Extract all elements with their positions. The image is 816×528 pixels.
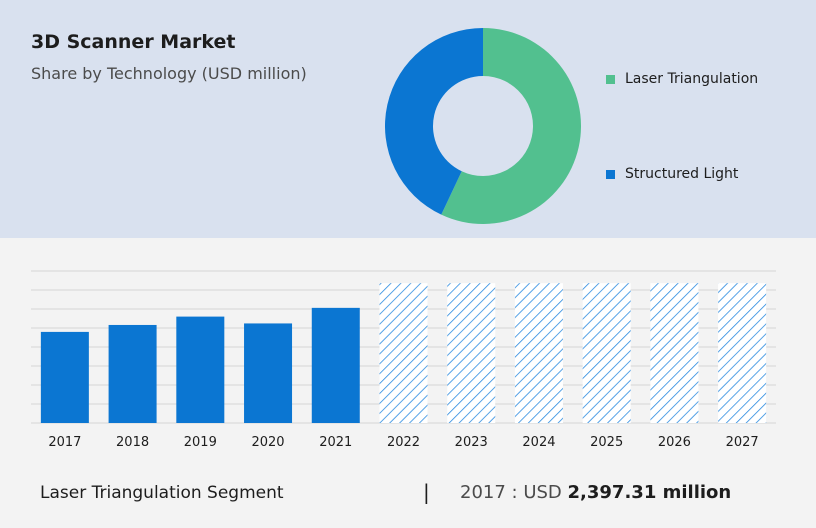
bar-2021 (311, 307, 360, 423)
x-tick-label: 2024 (522, 435, 555, 450)
segment-value: 2017 : USD 2,397.31 million (460, 482, 731, 503)
chart-title: 3D Scanner Market (31, 31, 236, 53)
footer-divider: | (423, 480, 430, 504)
legend-item-laser-triangulation: Laser Triangulation (606, 71, 758, 87)
x-tick-label: 2017 (48, 435, 81, 450)
bar-2018 (108, 324, 157, 423)
x-tick-label: 2021 (319, 435, 352, 450)
bar-chart: 2017 2018 2019 2020 2021 2022 2023 2024 2025 2026… (31, 270, 776, 450)
x-tick-label: 2020 (251, 435, 284, 450)
legend-swatch (606, 74, 615, 84)
x-tick-label: 2019 (184, 435, 217, 450)
x-tick-label: 2022 (387, 435, 420, 450)
bar-2020 (244, 323, 293, 423)
segment-value-amount: 2,397.31 million (567, 482, 732, 503)
segment-year-prefix: 2017 : USD (460, 482, 562, 503)
forecast-bar-2027 (718, 283, 767, 423)
forecast-bar-2025 (582, 283, 631, 423)
x-tick-label: 2025 (590, 435, 623, 450)
donut-slice-laser-triangulation (441, 28, 581, 224)
x-tick-label: 2023 (455, 435, 488, 450)
forecast-bar-2023 (447, 283, 496, 423)
donut-chart (385, 28, 581, 224)
chart-subtitle: Share by Technology (USD million) (31, 64, 307, 83)
forecast-bar-2022 (379, 283, 428, 423)
x-tick-label: 2018 (116, 435, 149, 450)
legend-item-structured-light: Structured Light (606, 166, 738, 182)
forecast-bar-2024 (514, 283, 563, 423)
legend-label: Laser Triangulation (625, 71, 759, 87)
forecast-bar-2026 (650, 283, 699, 423)
x-tick-label: 2027 (726, 435, 759, 450)
x-tick-label: 2026 (658, 435, 691, 450)
legend-swatch (606, 169, 615, 179)
donut-slice-structured-light (385, 28, 483, 215)
bar-2019 (176, 316, 225, 423)
segment-label: Laser Triangulation Segment (40, 483, 284, 503)
bar-2017 (40, 331, 89, 423)
legend-label: Structured Light (625, 166, 739, 182)
